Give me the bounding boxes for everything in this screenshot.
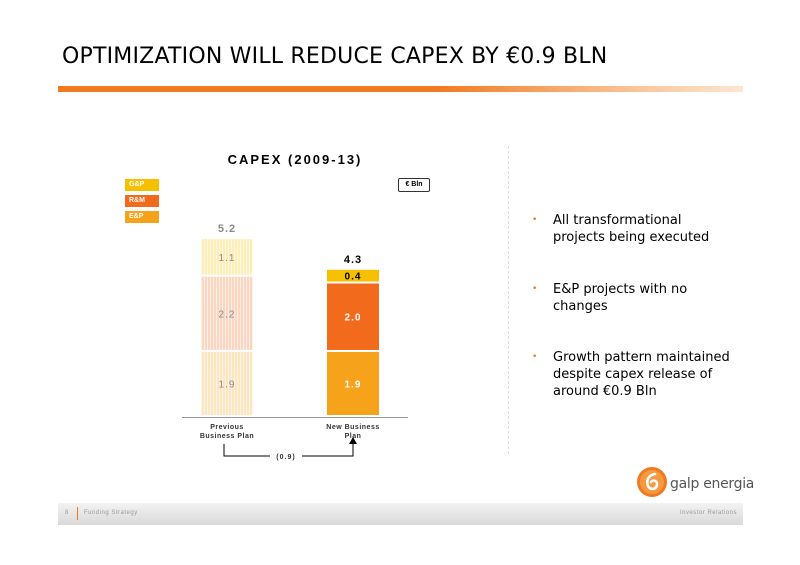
bullet-line: despite capex release of [553, 367, 713, 382]
reduction-arrowhead [349, 437, 357, 444]
bar-segment [201, 351, 253, 415]
bullet-line: E&P projects with no [553, 282, 688, 297]
bullet-line: Growth pattern maintained [553, 350, 730, 365]
data-label: 2.0 [345, 313, 362, 324]
data-label: 1.1 [219, 253, 236, 264]
data-label: 1.9 [345, 379, 362, 390]
footer-bar: 8 Funding Strategy Investor Relations [58, 503, 743, 525]
legend-ep: E&P [125, 211, 159, 223]
bullet-line: projects being executed [553, 230, 710, 245]
galp-logo-icon [637, 467, 667, 497]
footer-department: Investor Relations [679, 510, 737, 516]
chart-title: CAPEX (2009-13) [227, 152, 363, 167]
category-label: Business Plan [200, 433, 254, 440]
reduction-bracket [223, 444, 270, 457]
bar-segment [201, 276, 253, 350]
bullet-line: around €0.9 Bln [553, 384, 657, 399]
total-label: 4.3 [344, 254, 362, 266]
bullet-icon: • [532, 215, 538, 225]
brand-name: galp energia [670, 476, 755, 492]
bar-segment [327, 269, 379, 282]
category-label: Plan [345, 433, 362, 440]
data-label: 2.2 [219, 309, 236, 320]
unit-badge: € Bln [398, 178, 430, 192]
data-label: 0.4 [345, 272, 362, 283]
title-underline [58, 86, 743, 92]
column-divider [508, 146, 509, 454]
legend-rm: R&M [125, 195, 159, 207]
footer-section: Funding Strategy [84, 510, 138, 516]
footer-divider [77, 507, 78, 520]
bullet-line: All transformational [553, 213, 682, 228]
data-label: 1.9 [219, 379, 236, 390]
bar-segment [327, 283, 379, 350]
bullet-icon: • [532, 352, 538, 362]
reduction-label: (0.9) [276, 454, 295, 461]
bullet-line: changes [553, 299, 608, 314]
total-label: 5.2 [218, 223, 236, 235]
bar-segment [201, 239, 253, 275]
legend-gp: G&P [125, 179, 159, 191]
bullet-icon: • [532, 284, 538, 294]
category-label: New Business [326, 424, 379, 431]
slide-title: OPTIMIZATION WILL REDUCE CAPEX BY €0.9 B… [62, 44, 608, 69]
page-number: 8 [65, 510, 69, 516]
reduction-bracket [302, 443, 354, 457]
bar-segment [327, 351, 379, 415]
category-label: Previous [210, 424, 244, 431]
